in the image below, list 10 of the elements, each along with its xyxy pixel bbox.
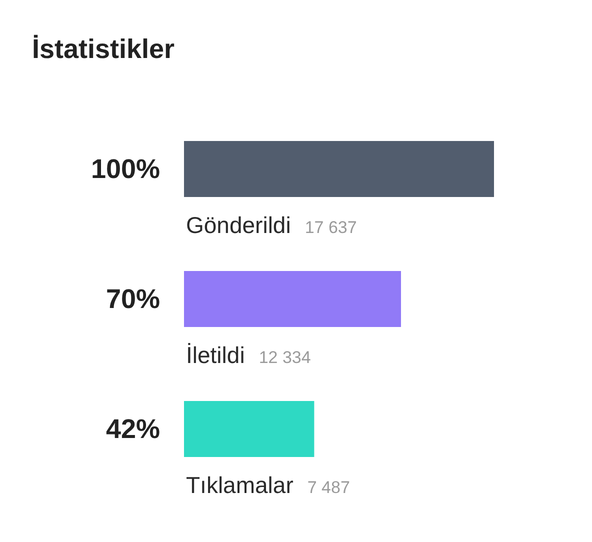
y-tick-label: İletildi bbox=[186, 342, 245, 368]
annotation: 17 637 bbox=[304, 218, 357, 237]
y-tick-label: Gönderildi bbox=[186, 212, 291, 238]
y-tick-label: Tıklamalar bbox=[186, 472, 294, 498]
data-label: 70% bbox=[106, 284, 160, 314]
annotation: 7 487 bbox=[307, 478, 350, 497]
data-label: 42% bbox=[106, 414, 160, 444]
chart-title: İstatistikler bbox=[31, 33, 176, 66]
data-label: 100% bbox=[90, 154, 160, 184]
annotation: 12 334 bbox=[258, 348, 311, 367]
